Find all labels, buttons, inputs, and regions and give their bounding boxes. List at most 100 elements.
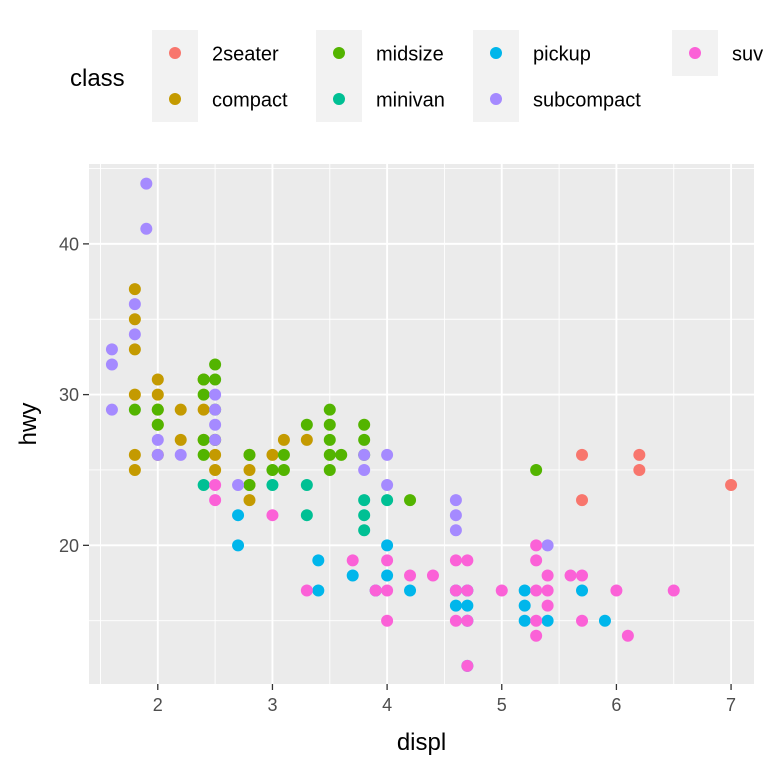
- data-point-compact: [128, 283, 141, 296]
- data-point-pickup: [232, 539, 245, 552]
- legend-entries: 2seater compact midsize minivan pickup subcom…: [152, 30, 763, 122]
- data-point-compact: [243, 463, 256, 476]
- legend-swatch: [333, 93, 345, 105]
- data-point-compact: [128, 448, 141, 461]
- data-point-minivan: [300, 479, 313, 492]
- data-point-midsize: [358, 433, 371, 446]
- data-point-subcompact: [209, 418, 222, 431]
- data-point-suv: [530, 539, 543, 552]
- legend-swatch: [490, 93, 502, 105]
- data-point-suv: [461, 659, 474, 672]
- data-point-suv: [461, 584, 474, 597]
- data-point-subcompact: [381, 448, 394, 461]
- major-gridlines: [89, 164, 754, 684]
- data-point-suv: [541, 584, 554, 597]
- data-point-subcompact: [174, 448, 187, 461]
- data-point-suv: [209, 479, 222, 492]
- x-axis: 2 3 4 5 6 7: [153, 684, 736, 715]
- data-point-pickup: [232, 509, 245, 522]
- data-point-suv: [530, 629, 543, 642]
- data-point-midsize: [358, 418, 371, 431]
- data-point-pickup: [346, 569, 359, 582]
- data-point-pickup: [404, 584, 417, 597]
- legend-label: suv: [732, 44, 763, 66]
- x-tick-label: 3: [267, 695, 277, 715]
- x-axis-label: displ: [397, 729, 446, 756]
- data-point-subcompact: [209, 433, 222, 446]
- data-point-compact: [197, 403, 210, 416]
- data-point-minivan: [300, 509, 313, 522]
- data-point-midsize: [300, 418, 313, 431]
- data-point-suv: [404, 569, 417, 582]
- legend-label: subcompact: [533, 90, 641, 112]
- data-point-midsize: [197, 433, 210, 446]
- data-point-subcompact: [209, 388, 222, 401]
- data-point-minivan: [358, 524, 371, 537]
- legend-item-pickup: pickup: [473, 30, 591, 76]
- data-point-subcompact: [105, 403, 118, 416]
- data-point-suv: [369, 584, 382, 597]
- legend-swatch: [689, 47, 701, 59]
- data-point-subcompact: [105, 343, 118, 356]
- data-point-midsize: [335, 448, 348, 461]
- data-point-suv: [621, 629, 634, 642]
- data-point-suv: [346, 554, 359, 567]
- data-point-midsize: [243, 479, 256, 492]
- data-point-2seater: [633, 448, 646, 461]
- data-point-midsize: [209, 358, 222, 371]
- data-point-pickup: [518, 584, 531, 597]
- y-axis: 20 30 40: [59, 234, 89, 556]
- data-point-midsize: [323, 403, 336, 416]
- data-point-compact: [128, 463, 141, 476]
- data-point-subcompact: [381, 479, 394, 492]
- legend-label: pickup: [533, 44, 591, 66]
- data-point-suv: [381, 584, 394, 597]
- data-point-subcompact: [358, 463, 371, 476]
- x-tick-label: 7: [726, 695, 736, 715]
- data-point-midsize: [277, 463, 290, 476]
- legend-item-minivan: minivan: [316, 76, 445, 122]
- data-point-midsize: [323, 433, 336, 446]
- data-point-midsize: [151, 418, 164, 431]
- x-tick-label: 5: [497, 695, 507, 715]
- data-point-suv: [461, 614, 474, 627]
- data-point-compact: [128, 388, 141, 401]
- data-point-midsize: [323, 418, 336, 431]
- data-point-suv: [381, 614, 394, 627]
- legend-item-compact: compact: [152, 76, 288, 122]
- data-point-subcompact: [140, 222, 153, 235]
- data-point-compact: [174, 433, 187, 446]
- data-point-pickup: [541, 614, 554, 627]
- data-point-suv: [266, 509, 279, 522]
- y-tick-label: 20: [59, 536, 79, 556]
- legend-label: minivan: [376, 90, 445, 112]
- legend-item-2seater: 2seater: [152, 30, 279, 76]
- data-point-pickup: [312, 554, 325, 567]
- data-point-subcompact: [209, 403, 222, 416]
- data-point-midsize: [277, 448, 290, 461]
- legend-label: 2seater: [212, 44, 279, 66]
- y-tick-label: 30: [59, 385, 79, 405]
- data-point-suv: [576, 569, 589, 582]
- data-point-suv: [541, 569, 554, 582]
- data-point-subcompact: [358, 448, 371, 461]
- data-point-suv: [449, 554, 462, 567]
- data-point-midsize: [243, 448, 256, 461]
- data-point-2seater: [725, 479, 738, 492]
- data-point-suv: [610, 584, 623, 597]
- legend-swatch: [333, 47, 345, 59]
- data-point-minivan: [197, 479, 210, 492]
- data-point-compact: [300, 433, 313, 446]
- data-point-subcompact: [140, 177, 153, 190]
- data-point-minivan: [266, 479, 279, 492]
- legend-item-subcompact: subcompact: [473, 76, 641, 122]
- legend-swatch: [490, 47, 502, 59]
- data-point-subcompact: [541, 539, 554, 552]
- data-point-suv: [541, 599, 554, 612]
- data-point-midsize: [323, 448, 336, 461]
- data-point-midsize: [323, 463, 336, 476]
- data-point-compact: [209, 448, 222, 461]
- x-tick-label: 4: [382, 695, 392, 715]
- data-point-suv: [449, 584, 462, 597]
